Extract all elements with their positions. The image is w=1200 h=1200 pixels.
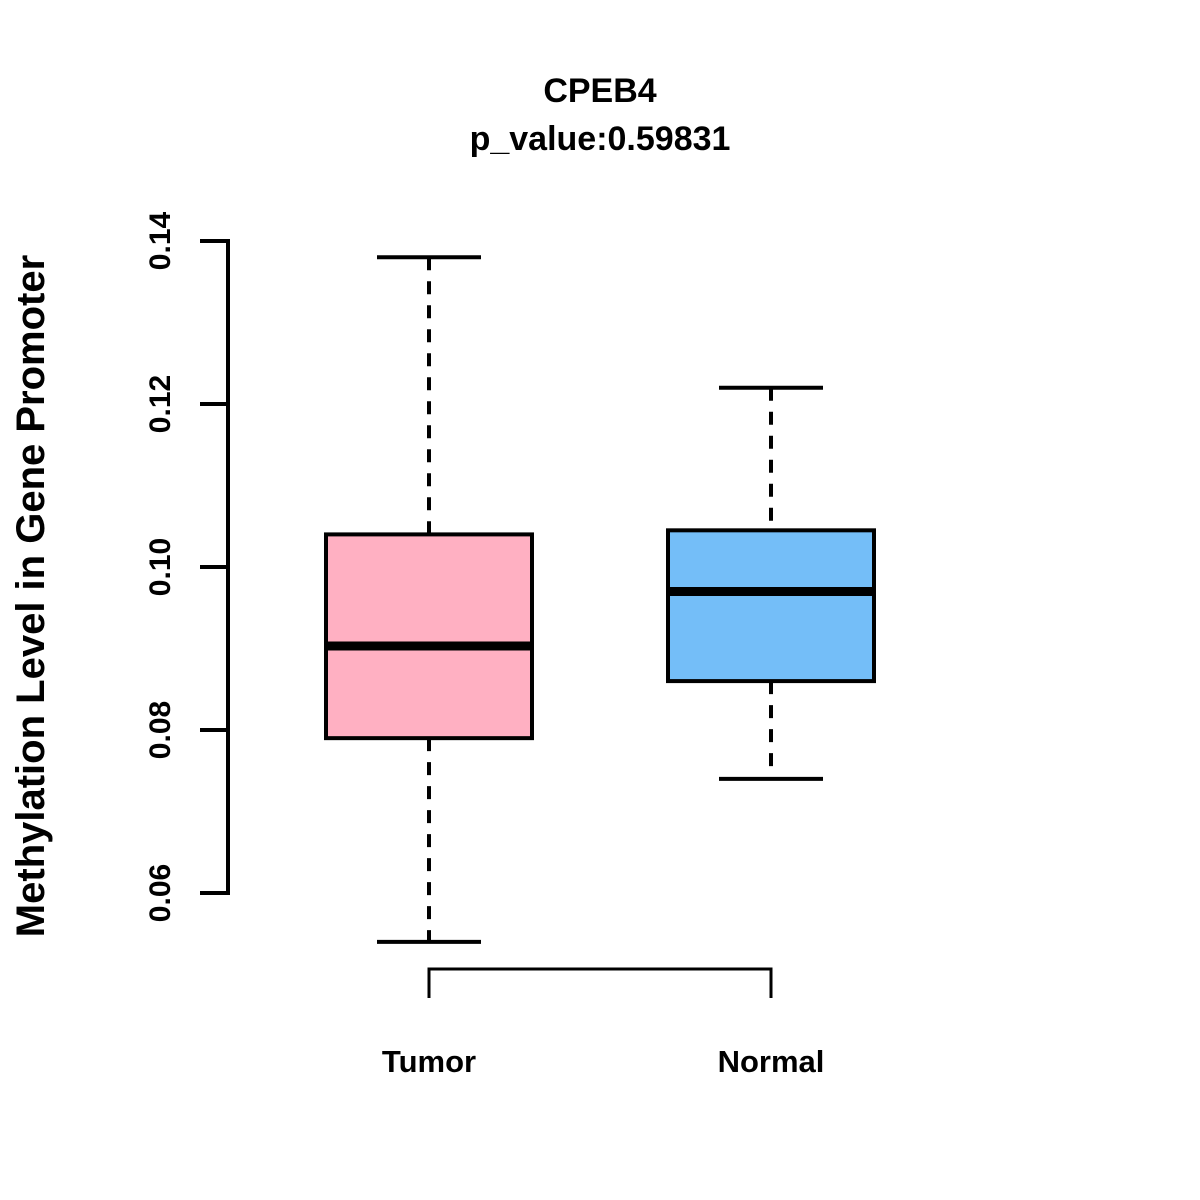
chart-title: CPEB4 bbox=[543, 72, 657, 110]
y-axis-tick-label: 0.10 bbox=[144, 538, 177, 596]
y-axis-tick-label: 0.12 bbox=[144, 375, 177, 433]
x-axis-bracket bbox=[427, 967, 773, 998]
y-axis-tick-label: 0.06 bbox=[144, 864, 177, 922]
normal-box bbox=[666, 528, 876, 684]
y-axis-tick-label: 0.14 bbox=[144, 211, 177, 270]
tumor-box bbox=[324, 532, 534, 741]
chart-subtitle-pvalue: p_value:0.59831 bbox=[469, 120, 731, 158]
x-tick-label-tumor: Tumor bbox=[381, 1044, 477, 1079]
x-tick-label-normal: Normal bbox=[717, 1044, 825, 1079]
y-axis-tick-label: 0.08 bbox=[144, 701, 177, 759]
